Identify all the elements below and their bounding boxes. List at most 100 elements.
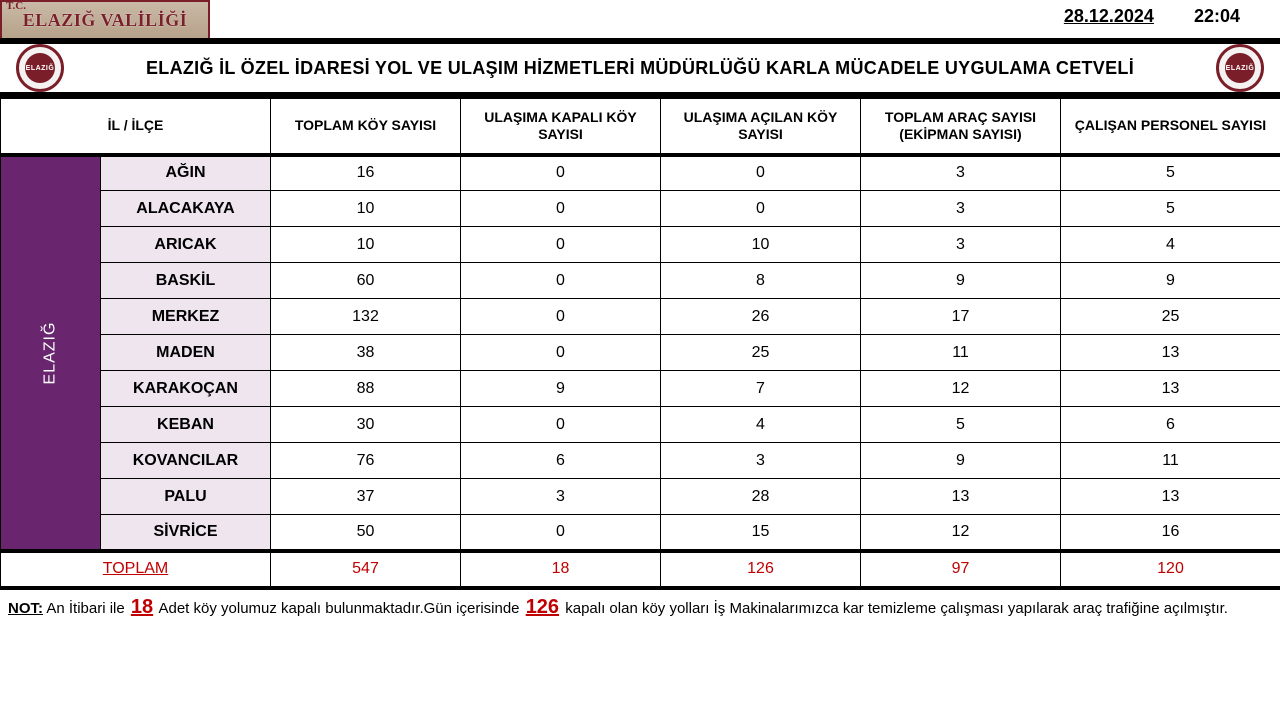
value-cell: 15 (661, 515, 861, 551)
value-cell: 6 (461, 443, 661, 479)
value-cell: 4 (1061, 227, 1280, 263)
table-body: ELAZIĞAĞIN160035ALACAKAYA100035ARICAK100… (1, 155, 1280, 587)
table-row: BASKİL600899 (1, 263, 1280, 299)
value-cell: 13 (861, 479, 1061, 515)
value-cell: 12 (861, 515, 1061, 551)
note-label: NOT: (8, 600, 43, 617)
value-cell: 0 (661, 155, 861, 191)
value-cell: 10 (271, 227, 461, 263)
value-cell: 38 (271, 335, 461, 371)
district-cell: SİVRİCE (101, 515, 271, 551)
district-cell: ARICAK (101, 227, 271, 263)
report-date: 28.12.2024 (1064, 6, 1154, 27)
district-cell: KOVANCILAR (101, 443, 271, 479)
footnote: NOT: An İtibari ile 18 Adet köy yolumuz … (0, 587, 1280, 626)
datetime: 28.12.2024 22:04 (1064, 6, 1240, 27)
value-cell: 28 (661, 479, 861, 515)
total-value: 18 (461, 551, 661, 587)
value-cell: 3 (861, 155, 1061, 191)
value-cell: 0 (461, 155, 661, 191)
value-cell: 16 (1061, 515, 1280, 551)
table-row: SİVRİCE500151216 (1, 515, 1280, 551)
value-cell: 0 (461, 335, 661, 371)
value-cell: 0 (461, 407, 661, 443)
value-cell: 3 (861, 227, 1061, 263)
right-badge-icon: ELAZIĞ (1216, 44, 1264, 92)
district-cell: BASKİL (101, 263, 271, 299)
value-cell: 9 (1061, 263, 1280, 299)
value-cell: 0 (461, 299, 661, 335)
value-cell: 17 (861, 299, 1061, 335)
table-row: PALU373281313 (1, 479, 1280, 515)
district-cell: ALACAKAYA (101, 191, 271, 227)
left-badge-icon: ELAZIĞ (16, 44, 64, 92)
table-row: ALACAKAYA100035 (1, 191, 1280, 227)
snow-report-table: İL / İLÇETOPLAM KÖY SAYISIULAŞIMA KAPALI… (0, 98, 1280, 587)
value-cell: 60 (271, 263, 461, 299)
district-cell: AĞIN (101, 155, 271, 191)
column-header: ULAŞIMA AÇILAN KÖY SAYISI (661, 99, 861, 155)
total-label: TOPLAM (1, 551, 271, 587)
note-opened-count: 126 (524, 596, 561, 618)
column-header: TOPLAM ARAÇ SAYISI (EKİPMAN SAYISI) (861, 99, 1061, 155)
column-header: ULAŞIMA KAPALI KÖY SAYISI (461, 99, 661, 155)
table-row: MADEN380251113 (1, 335, 1280, 371)
value-cell: 0 (461, 191, 661, 227)
total-value: 547 (271, 551, 461, 587)
value-cell: 3 (661, 443, 861, 479)
title-row: ELAZIĞ ELAZIĞ İL ÖZEL İDARESİ YOL VE ULA… (0, 38, 1280, 98)
value-cell: 8 (661, 263, 861, 299)
value-cell: 9 (861, 443, 1061, 479)
report-time: 22:04 (1194, 6, 1240, 27)
value-cell: 3 (861, 191, 1061, 227)
governorship-logo: T.C. ELAZIĞ VALİLİĞİ (0, 0, 210, 40)
value-cell: 7 (661, 371, 861, 407)
column-header: TOPLAM KÖY SAYISI (271, 99, 461, 155)
value-cell: 9 (861, 263, 1061, 299)
value-cell: 76 (271, 443, 461, 479)
logo-sup: T.C. (6, 0, 26, 12)
value-cell: 13 (1061, 335, 1280, 371)
province-cell: ELAZIĞ (1, 155, 101, 551)
header-bar: T.C. ELAZIĞ VALİLİĞİ 28.12.2024 22:04 (0, 0, 1280, 38)
value-cell: 25 (661, 335, 861, 371)
logo-main-text: ELAZIĞ VALİLİĞİ (23, 10, 187, 31)
value-cell: 0 (661, 191, 861, 227)
value-cell: 50 (271, 515, 461, 551)
value-cell: 12 (861, 371, 1061, 407)
total-value: 97 (861, 551, 1061, 587)
table-row: KEBAN300456 (1, 407, 1280, 443)
value-cell: 25 (1061, 299, 1280, 335)
value-cell: 11 (861, 335, 1061, 371)
column-header: ÇALIŞAN PERSONEL SAYISI (1061, 99, 1280, 155)
value-cell: 30 (271, 407, 461, 443)
note-closed-count: 18 (129, 596, 155, 618)
value-cell: 88 (271, 371, 461, 407)
district-cell: KEBAN (101, 407, 271, 443)
district-cell: MERKEZ (101, 299, 271, 335)
value-cell: 3 (461, 479, 661, 515)
value-cell: 13 (1061, 479, 1280, 515)
value-cell: 9 (461, 371, 661, 407)
value-cell: 16 (271, 155, 461, 191)
table-head: İL / İLÇETOPLAM KÖY SAYISIULAŞIMA KAPALI… (1, 99, 1280, 155)
value-cell: 13 (1061, 371, 1280, 407)
value-cell: 5 (861, 407, 1061, 443)
value-cell: 6 (1061, 407, 1280, 443)
total-row: TOPLAM5471812697120 (1, 551, 1280, 587)
value-cell: 132 (271, 299, 461, 335)
district-cell: PALU (101, 479, 271, 515)
value-cell: 10 (661, 227, 861, 263)
table-row: KOVANCILAR7663911 (1, 443, 1280, 479)
district-cell: KARAKOÇAN (101, 371, 271, 407)
value-cell: 5 (1061, 155, 1280, 191)
value-cell: 0 (461, 263, 661, 299)
value-cell: 0 (461, 227, 661, 263)
value-cell: 11 (1061, 443, 1280, 479)
total-value: 120 (1061, 551, 1280, 587)
column-header: İL / İLÇE (1, 99, 271, 155)
district-cell: MADEN (101, 335, 271, 371)
table-row: MERKEZ1320261725 (1, 299, 1280, 335)
value-cell: 4 (661, 407, 861, 443)
value-cell: 0 (461, 515, 661, 551)
